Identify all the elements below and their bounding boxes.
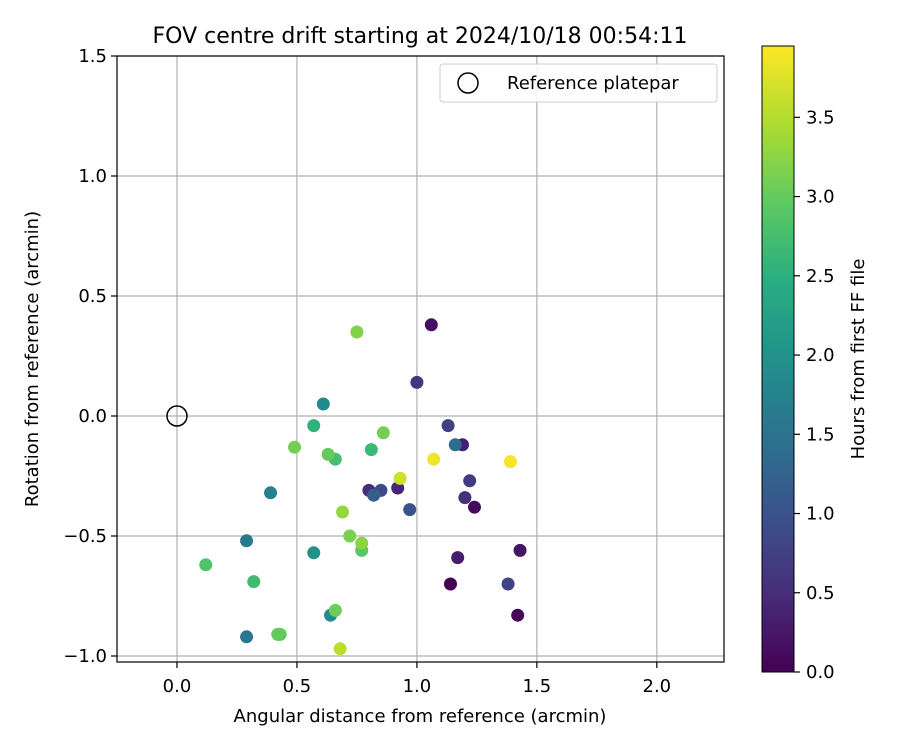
colorbar-tick-label: 0.5	[806, 583, 835, 604]
data-point	[350, 325, 364, 339]
data-point	[511, 608, 525, 622]
chart-title: FOV centre drift starting at 2024/10/18 …	[153, 24, 688, 49]
plot-frame	[116, 55, 725, 663]
colorbar-tick-label: 3.5	[806, 107, 835, 128]
data-point	[443, 577, 457, 591]
data-point	[427, 452, 441, 466]
data-point	[264, 486, 278, 500]
y-axis-ticks: −1.0 −0.5 0.0 0.5 1.0 1.5	[63, 46, 117, 667]
colorbar-tick-label: 1.0	[806, 504, 835, 525]
data-point	[458, 491, 472, 505]
x-gridlines	[176, 56, 658, 662]
x-tick-label: 0.0	[163, 676, 192, 697]
data-point	[364, 443, 378, 457]
colorbar-ticks: 0.0 0.5 1.0 1.5 2.0 2.5 3.0 3.5	[794, 107, 835, 683]
y-tick-label: 1.0	[78, 166, 107, 187]
data-point	[355, 536, 369, 550]
legend-box	[439, 63, 718, 103]
data-point	[501, 577, 515, 591]
data-point	[448, 438, 462, 452]
data-point	[240, 630, 254, 644]
colorbar-tick-label: 1.5	[806, 424, 835, 445]
data-point	[316, 397, 330, 411]
colorbar-tick-label: 2.0	[806, 345, 835, 366]
data-point	[424, 318, 438, 332]
colorbar-label: Hours from first FF file	[848, 259, 869, 460]
data-point	[513, 543, 527, 557]
data-point	[240, 534, 254, 548]
colorbar-gradient	[761, 45, 795, 673]
data-points	[199, 318, 527, 656]
data-point	[410, 375, 424, 389]
x-tick-label: 2.0	[643, 676, 672, 697]
data-point	[441, 419, 455, 433]
data-point	[451, 551, 465, 565]
data-point	[247, 575, 261, 589]
legend: Reference platepar	[439, 63, 718, 103]
x-tick-label: 1.0	[403, 676, 432, 697]
data-point	[343, 529, 357, 543]
data-point	[376, 426, 390, 440]
legend-label: Reference platepar	[507, 73, 679, 94]
y-tick-label: 0.0	[78, 406, 107, 427]
y-tick-label: 1.5	[78, 46, 107, 67]
data-point	[307, 419, 321, 433]
data-point	[333, 642, 347, 656]
data-point	[321, 447, 335, 461]
y-tick-label: 0.5	[78, 286, 107, 307]
data-point	[463, 474, 477, 488]
x-axis-ticks: 0.0 0.5 1.0 1.5 2.0	[163, 662, 671, 697]
data-point	[307, 546, 321, 560]
colorbar-tick-label: 3.0	[806, 187, 835, 208]
data-point	[328, 603, 342, 617]
legend-marker-open-circle	[457, 72, 479, 94]
data-point	[199, 558, 213, 572]
data-point	[467, 500, 481, 514]
data-point	[336, 505, 350, 519]
y-tick-label: −0.5	[63, 526, 107, 547]
y-tick-label: −1.0	[63, 646, 107, 667]
x-axis-label: Angular distance from reference (arcmin)	[234, 706, 607, 727]
data-point	[403, 503, 417, 517]
colorbar-tick-label: 0.0	[806, 662, 835, 683]
y-axis-label: Rotation from reference (arcmin)	[22, 211, 43, 507]
colorbar: 0.0 0.5 1.0 1.5 2.0 2.5 3.0 3.5 Hours from firs…	[761, 45, 869, 683]
x-tick-label: 0.5	[283, 676, 312, 697]
data-point	[288, 440, 302, 454]
colorbar-tick-label: 2.5	[806, 266, 835, 287]
data-point	[393, 471, 407, 485]
data-point	[503, 455, 517, 469]
x-tick-label: 1.5	[523, 676, 552, 697]
reference-platepar-marker	[166, 405, 188, 427]
data-point	[367, 488, 381, 502]
data-point	[271, 627, 285, 641]
